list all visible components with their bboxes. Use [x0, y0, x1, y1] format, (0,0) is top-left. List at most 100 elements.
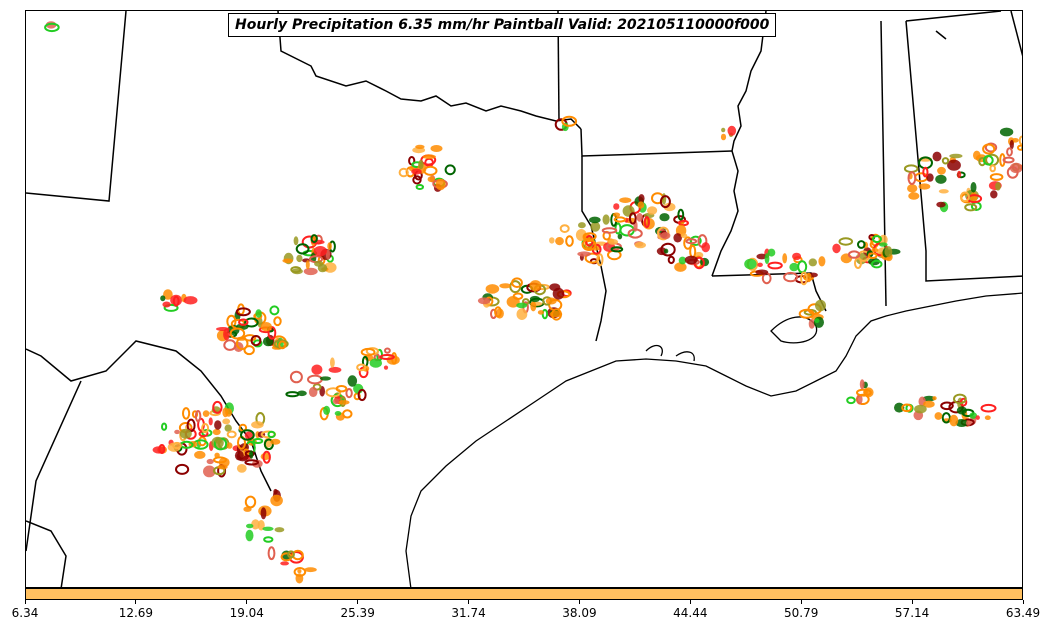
precip-blob [270, 494, 283, 507]
precip-blob [577, 251, 592, 257]
precip-blob [689, 235, 702, 247]
precip-blob [932, 151, 942, 162]
precip-blob [660, 242, 676, 257]
precip-blob [262, 450, 271, 464]
colorbar-tick [911, 600, 913, 604]
precip-blob [282, 258, 294, 264]
precip-blob [872, 235, 882, 244]
precip-blob [217, 464, 228, 470]
precip-blob [335, 385, 348, 393]
precip-blob [619, 197, 632, 203]
precip-blob [978, 157, 987, 167]
precip-blob [530, 301, 537, 312]
precip-blob [612, 212, 621, 217]
colorbar-tick-label: 57.14 [894, 606, 930, 620]
precip-blob [727, 125, 737, 136]
precip-blob [311, 239, 325, 245]
precip-blob [360, 347, 376, 357]
precip-blob [970, 182, 977, 193]
precip-blob [255, 309, 262, 318]
precip-blob [680, 233, 688, 238]
precip-blob [158, 444, 166, 454]
precip-blob [684, 255, 698, 265]
precip-blob [941, 157, 950, 165]
precip-blob [250, 335, 262, 347]
precip-blob [584, 252, 600, 264]
precip-blob [243, 345, 255, 356]
precip-blob [308, 386, 318, 398]
precip-blob [310, 252, 317, 263]
precip-blob [947, 159, 961, 171]
precip-blob [310, 234, 318, 244]
colorbar-tick-label: 12.69 [118, 606, 154, 620]
precip-blob [999, 127, 1014, 137]
precip-blob [379, 354, 395, 360]
precip-blob [202, 410, 210, 417]
colorbar [25, 588, 1023, 600]
precip-blob [260, 322, 272, 332]
colorbar-tick-label: 38.09 [562, 606, 597, 620]
precip-blob [856, 394, 863, 405]
precip-blob [182, 407, 191, 420]
precip-blob [937, 166, 946, 175]
precip-blob [249, 450, 254, 459]
precip-blob [545, 297, 557, 305]
precip-blob [179, 428, 192, 439]
precip-blob [252, 339, 263, 348]
precip-blob [213, 456, 227, 464]
precip-blob [908, 192, 920, 200]
precip-blob [412, 175, 422, 185]
precip-blob [559, 224, 570, 234]
precip-blob [969, 412, 977, 419]
precip-blob [932, 396, 937, 401]
precip-blob [290, 266, 302, 274]
precip-blob [879, 242, 888, 247]
precip-blob [214, 452, 220, 458]
precip-blob [274, 527, 285, 533]
precip-blob [659, 195, 671, 209]
precip-blob [957, 170, 962, 179]
precip-blob [516, 302, 528, 309]
precip-blob [767, 261, 783, 270]
precip-blob [297, 390, 307, 397]
precip-blob [561, 115, 578, 127]
precip-blob [922, 395, 936, 402]
precip-blob [643, 216, 651, 229]
precip-blob [555, 237, 564, 246]
precipitation-blobs [44, 21, 1022, 584]
precip-blob [914, 404, 927, 414]
colorbar-tick-label: 25.39 [340, 606, 375, 620]
precip-blob [636, 213, 643, 222]
precip-blob [661, 193, 667, 205]
precip-blob [356, 363, 367, 372]
precip-blob [949, 414, 959, 427]
precip-blob [183, 296, 198, 305]
precip-blob [304, 567, 317, 573]
precip-blob [511, 277, 523, 289]
precip-blob [808, 258, 817, 267]
precip-blob [601, 227, 618, 234]
precip-blob [175, 463, 190, 475]
precip-blob [622, 205, 635, 217]
precip-blob [846, 396, 856, 405]
precip-blob [251, 421, 264, 429]
colorbar-tick-label: 31.74 [451, 606, 486, 620]
precip-blob [984, 142, 998, 153]
precip-blob [330, 357, 335, 368]
precip-blob [293, 236, 299, 246]
precip-blob [797, 260, 808, 274]
precip-blob [990, 190, 998, 199]
precip-blob [260, 507, 267, 520]
precip-blob [238, 318, 249, 326]
precip-blob [660, 232, 671, 240]
precip-blob [313, 246, 327, 257]
precip-blob [244, 459, 259, 466]
precip-blob [333, 398, 339, 405]
precip-blob [989, 164, 997, 173]
precip-blob [415, 184, 424, 190]
precip-blob [918, 183, 931, 190]
precip-blob [800, 271, 808, 286]
precip-blob [537, 310, 544, 315]
precip-blob [907, 171, 917, 186]
precip-blob [818, 256, 826, 267]
